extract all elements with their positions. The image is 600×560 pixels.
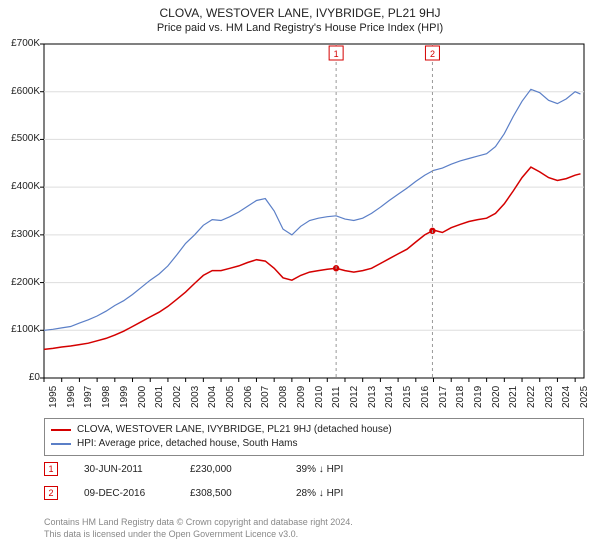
sale-date-2: 09-DEC-2016 (84, 488, 164, 499)
x-tick-label: 2009 (296, 386, 307, 408)
x-tick-label: 2022 (526, 386, 537, 408)
x-tick-label: 2006 (243, 386, 254, 408)
svg-text:1: 1 (334, 49, 339, 59)
chart-page: CLOVA, WESTOVER LANE, IVYBRIDGE, PL21 9H… (0, 0, 600, 560)
x-tick-label: 2025 (579, 386, 590, 408)
chart-area: 12 (44, 44, 584, 378)
x-tick-label: 1997 (83, 386, 94, 408)
x-tick-label: 2000 (137, 386, 148, 408)
x-tick-label: 2018 (455, 386, 466, 408)
x-tick-label: 2020 (491, 386, 502, 408)
x-tick-label: 2024 (561, 386, 572, 408)
x-tick-label: 2015 (402, 386, 413, 408)
x-tick-label: 2003 (190, 386, 201, 408)
legend-label-property: CLOVA, WESTOVER LANE, IVYBRIDGE, PL21 9H… (77, 423, 392, 437)
y-tick-label: £200K (0, 277, 40, 288)
x-tick-label: 2012 (349, 386, 360, 408)
x-tick-label: 2017 (438, 386, 449, 408)
y-tick-label: £600K (0, 86, 40, 97)
footnote: Contains HM Land Registry data © Crown c… (44, 516, 584, 540)
x-tick-label: 2005 (225, 386, 236, 408)
x-tick-label: 1995 (48, 386, 59, 408)
sale-diff-1: 39% ↓ HPI (296, 464, 376, 475)
x-tick-label: 2004 (207, 386, 218, 408)
x-tick-label: 2013 (367, 386, 378, 408)
y-tick-label: £500K (0, 133, 40, 144)
svg-text:2: 2 (430, 49, 435, 59)
x-tick-label: 2011 (331, 386, 342, 408)
page-subtitle: Price paid vs. HM Land Registry's House … (0, 20, 600, 38)
legend-swatch-property (51, 429, 71, 431)
y-tick-label: £0 (0, 372, 40, 383)
sale-date-1: 30-JUN-2011 (84, 464, 164, 475)
x-tick-label: 2007 (260, 386, 271, 408)
y-tick-label: £300K (0, 229, 40, 240)
x-tick-label: 2023 (544, 386, 555, 408)
sale-row-2: 2 09-DEC-2016 £308,500 28% ↓ HPI (44, 486, 584, 500)
x-tick-label: 2021 (508, 386, 519, 408)
legend-row-hpi: HPI: Average price, detached house, Sout… (51, 437, 577, 451)
x-tick-label: 2019 (473, 386, 484, 408)
footnote-line2: This data is licensed under the Open Gov… (44, 529, 298, 539)
x-tick-label: 1998 (101, 386, 112, 408)
x-tick-label: 2016 (420, 386, 431, 408)
x-tick-label: 2002 (172, 386, 183, 408)
marker-box-1: 1 (44, 462, 58, 476)
sale-row-1: 1 30-JUN-2011 £230,000 39% ↓ HPI (44, 462, 584, 476)
sale-diff-2: 28% ↓ HPI (296, 488, 376, 499)
legend-label-hpi: HPI: Average price, detached house, Sout… (77, 437, 298, 451)
sale-price-1: £230,000 (190, 464, 270, 475)
x-tick-label: 1996 (66, 386, 77, 408)
y-tick-label: £700K (0, 38, 40, 49)
chart-svg: 12 (44, 44, 584, 378)
x-tick-label: 2010 (314, 386, 325, 408)
legend-row-property: CLOVA, WESTOVER LANE, IVYBRIDGE, PL21 9H… (51, 423, 577, 437)
marker-box-2: 2 (44, 486, 58, 500)
y-tick-label: £100K (0, 324, 40, 335)
legend-swatch-hpi (51, 443, 71, 445)
sale-price-2: £308,500 (190, 488, 270, 499)
page-title: CLOVA, WESTOVER LANE, IVYBRIDGE, PL21 9H… (0, 0, 600, 20)
x-tick-label: 2014 (384, 386, 395, 408)
y-tick-label: £400K (0, 181, 40, 192)
legend-box: CLOVA, WESTOVER LANE, IVYBRIDGE, PL21 9H… (44, 418, 584, 456)
x-tick-label: 2008 (278, 386, 289, 408)
x-tick-label: 1999 (119, 386, 130, 408)
footnote-line1: Contains HM Land Registry data © Crown c… (44, 517, 353, 527)
x-tick-label: 2001 (154, 386, 165, 408)
